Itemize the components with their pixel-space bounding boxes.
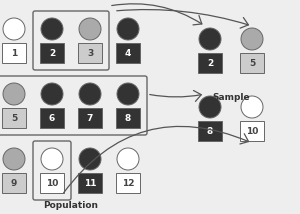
Bar xyxy=(116,173,140,193)
Circle shape xyxy=(3,18,25,40)
Bar xyxy=(240,121,264,141)
Circle shape xyxy=(41,18,63,40)
Text: 12: 12 xyxy=(122,178,134,187)
Circle shape xyxy=(41,148,63,170)
Circle shape xyxy=(79,18,101,40)
Circle shape xyxy=(199,28,221,50)
Bar xyxy=(78,108,102,128)
FancyArrowPatch shape xyxy=(112,4,202,25)
Text: 8: 8 xyxy=(207,126,213,135)
Text: 9: 9 xyxy=(11,178,17,187)
Circle shape xyxy=(199,96,221,118)
Text: 5: 5 xyxy=(249,58,255,67)
Text: 2: 2 xyxy=(207,58,213,67)
Bar xyxy=(40,108,64,128)
Bar xyxy=(2,173,26,193)
Circle shape xyxy=(3,83,25,105)
Bar xyxy=(78,173,102,193)
Bar xyxy=(2,108,26,128)
Bar xyxy=(198,121,222,141)
Bar xyxy=(78,43,102,63)
Text: 10: 10 xyxy=(46,178,58,187)
Text: 10: 10 xyxy=(246,126,258,135)
Text: 2: 2 xyxy=(49,49,55,58)
Text: 5: 5 xyxy=(11,113,17,122)
Text: 3: 3 xyxy=(87,49,93,58)
Bar xyxy=(116,43,140,63)
Text: 7: 7 xyxy=(87,113,93,122)
Circle shape xyxy=(41,83,63,105)
Text: 1: 1 xyxy=(11,49,17,58)
Circle shape xyxy=(3,148,25,170)
Text: 8: 8 xyxy=(125,113,131,122)
Text: 6: 6 xyxy=(49,113,55,122)
FancyArrowPatch shape xyxy=(117,10,248,28)
Bar xyxy=(240,53,264,73)
Bar xyxy=(2,43,26,63)
Circle shape xyxy=(117,83,139,105)
Circle shape xyxy=(117,148,139,170)
Circle shape xyxy=(79,83,101,105)
Text: Population: Population xyxy=(44,201,98,210)
Circle shape xyxy=(241,28,263,50)
Bar xyxy=(40,43,64,63)
Bar xyxy=(40,173,64,193)
Text: 11: 11 xyxy=(84,178,96,187)
Circle shape xyxy=(241,96,263,118)
Circle shape xyxy=(117,18,139,40)
Text: 4: 4 xyxy=(125,49,131,58)
Bar xyxy=(198,53,222,73)
FancyArrowPatch shape xyxy=(64,126,248,193)
FancyArrowPatch shape xyxy=(150,91,201,101)
Bar xyxy=(116,108,140,128)
Circle shape xyxy=(79,148,101,170)
Text: Sample: Sample xyxy=(212,92,250,101)
